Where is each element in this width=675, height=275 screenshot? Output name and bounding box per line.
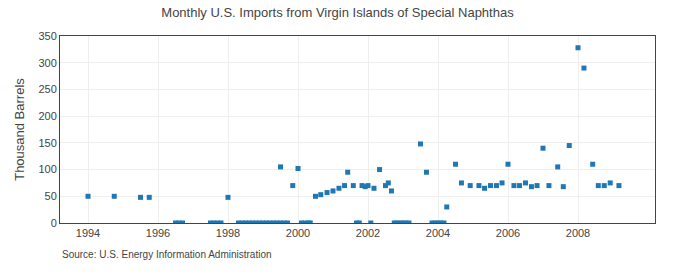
- svg-text:50: 50: [45, 190, 57, 202]
- svg-text:Source: U.S. Energy Informatio: Source: U.S. Energy Information Administ…: [62, 249, 272, 260]
- svg-text:150: 150: [38, 137, 56, 149]
- svg-text:2000: 2000: [286, 227, 310, 239]
- svg-text:2004: 2004: [426, 227, 450, 239]
- svg-text:2006: 2006: [496, 227, 520, 239]
- svg-text:Monthly U.S. Imports from Virg: Monthly U.S. Imports from Virgin Islands…: [161, 5, 514, 20]
- svg-text:300: 300: [38, 57, 56, 69]
- svg-text:100: 100: [38, 163, 56, 175]
- svg-text:250: 250: [38, 83, 56, 95]
- svg-text:1998: 1998: [216, 227, 240, 239]
- svg-text:2008: 2008: [566, 227, 590, 239]
- svg-text:Thousand Barrels: Thousand Barrels: [12, 78, 27, 181]
- svg-text:2002: 2002: [356, 227, 380, 239]
- svg-text:0: 0: [51, 217, 57, 229]
- svg-text:1996: 1996: [146, 227, 170, 239]
- svg-text:1994: 1994: [76, 227, 100, 239]
- svg-text:350: 350: [38, 30, 56, 42]
- svg-text:200: 200: [38, 110, 56, 122]
